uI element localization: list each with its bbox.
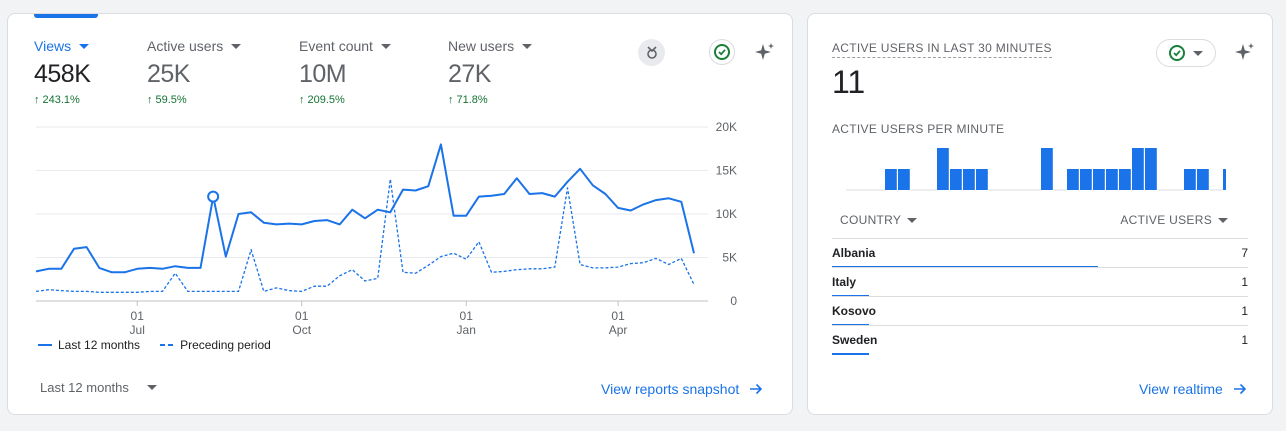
country-name: Kosovo xyxy=(832,304,877,318)
metric-label: Event count xyxy=(299,38,373,54)
x-tick-day: 01 xyxy=(611,309,625,323)
view-reports-snapshot-link[interactable]: View reports snapshot xyxy=(601,381,763,397)
metric-value: 10M xyxy=(299,60,347,88)
check-circle-icon xyxy=(1169,45,1185,61)
metric-label: Views xyxy=(34,38,72,54)
date-range-select[interactable]: Last 12 months xyxy=(40,380,157,395)
minute-bar xyxy=(963,169,975,190)
legend-current: Last 12 months xyxy=(38,338,140,352)
y-tick-label: 20K xyxy=(716,120,737,134)
caret-down-icon xyxy=(907,217,918,223)
view-realtime-link[interactable]: View realtime xyxy=(1139,381,1247,397)
minute-bar xyxy=(950,169,962,190)
metric-label: Active users xyxy=(147,38,224,54)
x-tick-month: Jul xyxy=(130,323,145,337)
metric-value: 25K xyxy=(147,60,190,88)
table-row[interactable]: Sweden 1 xyxy=(832,325,1248,355)
x-tick-month: Apr xyxy=(609,323,628,337)
realtime-value: 11 xyxy=(832,64,866,100)
per-minute-title: ACTIVE USERS PER MINUTE xyxy=(832,122,1005,136)
arrow-up-icon: ↑ xyxy=(34,94,40,106)
minute-bar xyxy=(976,169,988,190)
table-row[interactable]: Albania 7 xyxy=(832,238,1248,268)
minute-bar xyxy=(1184,169,1196,190)
country-name: Italy xyxy=(832,275,857,289)
caret-down-icon xyxy=(1218,217,1228,223)
minute-bar xyxy=(1080,169,1092,190)
table-row[interactable]: Italy 1 xyxy=(832,267,1248,297)
overview-card: Views 458K ↑ 243.1% Active users 25K ↑ 59.… xyxy=(7,13,793,415)
minute-bar xyxy=(937,148,949,190)
minute-bar xyxy=(1093,169,1105,190)
metric-value: 458K xyxy=(34,60,91,88)
country-users: 1 xyxy=(1241,304,1248,318)
metric-event-count[interactable]: Event count 10M ↑ 209.5% xyxy=(299,38,391,106)
caret-down-icon xyxy=(380,43,391,49)
y-tick-label: 15K xyxy=(716,164,737,178)
y-tick-label: 10K xyxy=(716,207,737,221)
chart-legend: Last 12 months Preceding period xyxy=(38,338,271,352)
country-users: 1 xyxy=(1241,275,1248,289)
sparkle-icon[interactable] xyxy=(752,40,778,66)
y-tick-label: 5K xyxy=(722,251,737,265)
caret-down-icon xyxy=(79,43,90,49)
sparkle-icon[interactable] xyxy=(1232,40,1258,66)
caret-down-icon xyxy=(1193,50,1203,56)
arrow-right-icon xyxy=(750,383,763,395)
comparison-toggle[interactable] xyxy=(1156,39,1216,67)
highlight-point xyxy=(207,190,220,203)
caret-down-icon xyxy=(146,385,157,390)
arrow-up-icon: ↑ xyxy=(299,94,305,106)
metric-delta: 59.5% xyxy=(155,94,187,106)
x-tick-day: 01 xyxy=(131,309,145,323)
minute-bar xyxy=(885,169,897,190)
arrow-up-icon: ↑ xyxy=(147,94,153,106)
minute-bar xyxy=(1119,169,1131,190)
caret-down-icon xyxy=(231,43,242,49)
minute-bar xyxy=(898,169,910,190)
minute-bar xyxy=(1223,169,1226,190)
country-name: Sweden xyxy=(832,333,878,347)
metric-active-users[interactable]: Active users 25K ↑ 59.5% xyxy=(147,38,242,106)
minute-bar xyxy=(1145,148,1157,190)
share-bar xyxy=(832,353,870,355)
metric-label: New users xyxy=(448,38,515,54)
x-tick-day: 01 xyxy=(460,309,474,323)
country-name: Albania xyxy=(832,246,876,260)
metric-delta: 209.5% xyxy=(307,94,345,106)
x-tick-month: Jan xyxy=(457,323,476,337)
x-tick-month: Oct xyxy=(292,323,311,337)
x-tick-day: 01 xyxy=(295,309,309,323)
table-row[interactable]: Kosovo 1 xyxy=(832,296,1248,326)
col-country[interactable]: COUNTRY xyxy=(840,213,918,227)
minute-bar xyxy=(1067,169,1079,190)
minute-bar xyxy=(1197,169,1209,190)
minute-bar xyxy=(1132,148,1144,190)
caret-down-icon xyxy=(522,43,533,49)
arrow-up-icon: ↑ xyxy=(448,94,454,106)
realtime-title[interactable]: ACTIVE USERS IN LAST 30 MINUTES xyxy=(832,41,1052,58)
country-users: 7 xyxy=(1241,246,1248,260)
insights-icon[interactable] xyxy=(638,39,665,66)
realtime-card: ACTIVE USERS IN LAST 30 MINUTES 11 ACTIV… xyxy=(807,13,1273,415)
y-tick-label: 0 xyxy=(730,294,737,308)
legend-previous: Preceding period xyxy=(160,338,271,352)
selected-metric-indicator xyxy=(34,14,98,18)
metric-delta: 71.8% xyxy=(456,94,488,106)
check-circle-icon[interactable] xyxy=(709,39,735,65)
per-minute-bar-chart xyxy=(846,148,1226,191)
minute-bar xyxy=(1041,148,1053,190)
metric-views[interactable]: Views 458K ↑ 243.1% xyxy=(34,38,91,106)
col-active-users[interactable]: ACTIVE USERS xyxy=(1120,213,1228,227)
metric-delta: 243.1% xyxy=(42,94,80,106)
country-users: 1 xyxy=(1241,333,1248,347)
arrow-right-icon xyxy=(1233,383,1246,395)
series-line-preceding xyxy=(35,178,695,293)
series-line-current xyxy=(35,143,695,274)
metric-new-users[interactable]: New users 27K ↑ 71.8% xyxy=(448,38,533,106)
minute-bar xyxy=(1106,169,1118,190)
metric-value: 27K xyxy=(448,60,491,88)
